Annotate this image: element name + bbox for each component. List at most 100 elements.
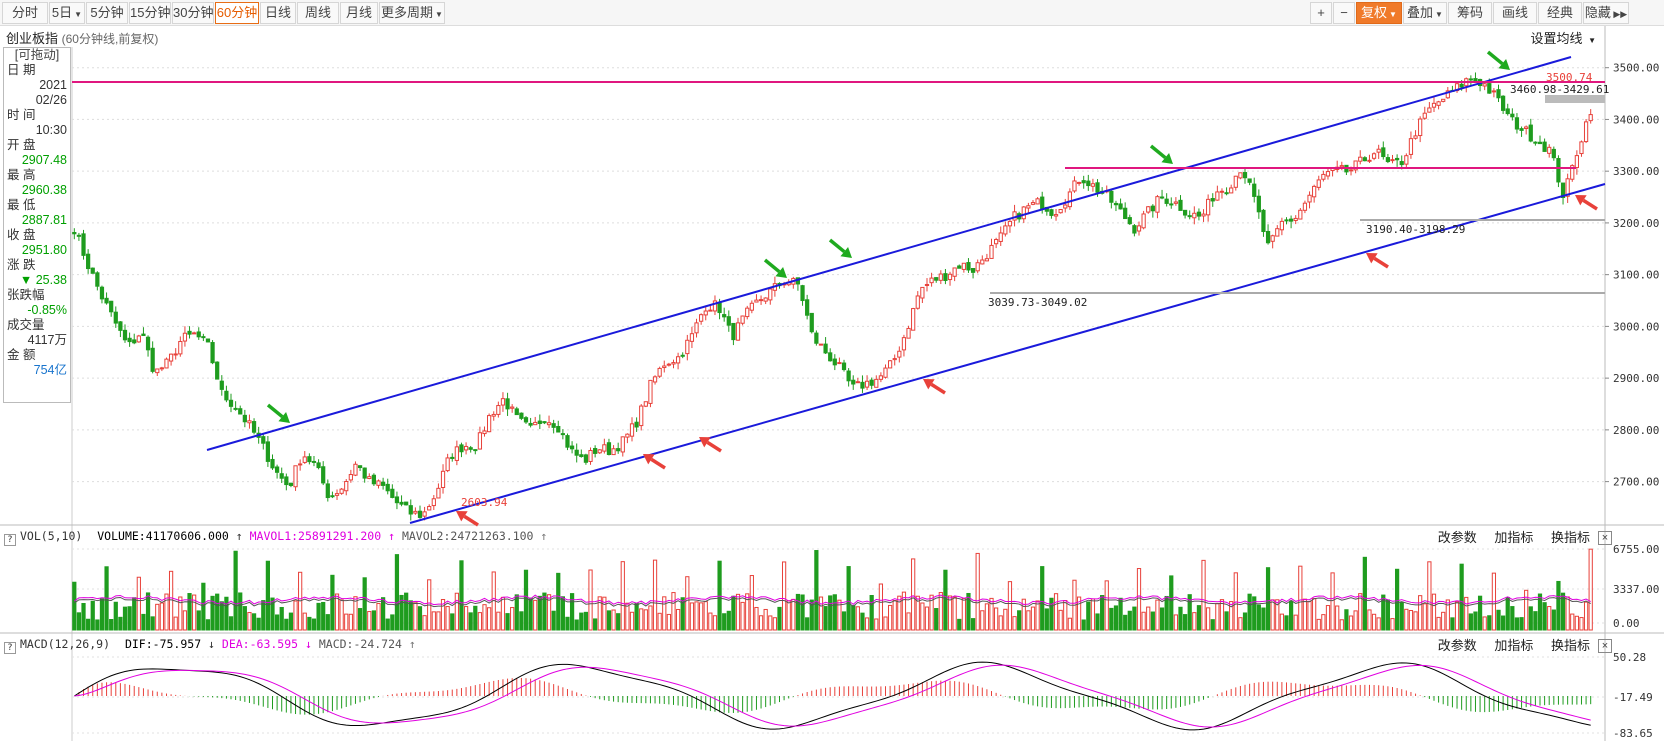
price-tick-label: 3000.00 xyxy=(1613,320,1659,333)
period-tab-6[interactable]: 日线 xyxy=(260,2,296,24)
volume-bar xyxy=(1090,598,1096,631)
candle-up xyxy=(588,450,593,462)
volume-bar xyxy=(265,560,270,631)
volume-bar xyxy=(1049,597,1054,631)
period-tab-4[interactable]: 30分钟 xyxy=(172,2,214,24)
tool-label: 复权 xyxy=(1361,5,1388,20)
volume-bar xyxy=(76,612,82,631)
candle-up xyxy=(864,380,870,388)
candle-up xyxy=(1413,135,1418,139)
candle-down xyxy=(1542,141,1547,152)
candle-down xyxy=(362,467,367,479)
candle-up xyxy=(247,420,252,424)
period-tab-8[interactable]: 月线 xyxy=(340,2,378,24)
double-chevron-right-icon[interactable]: 隐藏 ▶▶ xyxy=(1583,2,1629,24)
period-tab-label: 更多周期 xyxy=(381,5,434,20)
period-tab-5[interactable]: 60分钟 xyxy=(215,2,259,24)
high-label: 最 高 xyxy=(7,168,36,182)
candle-down xyxy=(1284,219,1289,222)
macd-dea: DEA:-63.595 xyxy=(221,637,299,651)
volume-bar xyxy=(671,592,676,631)
candle-down xyxy=(1556,158,1561,183)
volume-bar xyxy=(1242,612,1248,631)
volume-bar xyxy=(1454,601,1460,631)
lower-channel-line xyxy=(409,183,1606,524)
tool-button-2[interactable]: 复权 ▼ xyxy=(1356,2,1402,24)
drag-handle-label[interactable]: [可拖动] xyxy=(14,48,60,62)
volume-bar xyxy=(99,598,105,631)
volume-bar xyxy=(1459,563,1464,631)
zoom-out-icon[interactable]: − xyxy=(1333,2,1355,24)
chart-subtitle: (60分钟线,前复权) xyxy=(61,32,159,46)
candle-up xyxy=(1583,121,1589,143)
candle-down xyxy=(1081,180,1086,184)
help-icon[interactable]: ? xyxy=(4,534,16,546)
candle-down xyxy=(537,420,542,425)
crosshair-info-panel[interactable]: [可拖动] 日 期 2021 02/26 时 间 10:30 开 盘 2907.… xyxy=(3,47,71,403)
volume-bar xyxy=(957,618,962,631)
zoom-in-icon[interactable]: + xyxy=(1310,2,1332,24)
volume-bar xyxy=(150,616,155,631)
volume-bar xyxy=(1182,614,1188,631)
volume-bar xyxy=(1339,619,1344,631)
candle-down xyxy=(86,253,91,270)
volume-bar xyxy=(740,601,745,631)
volume-bar xyxy=(187,593,192,631)
set-ma-button[interactable]: 设置均线 ▼ xyxy=(1530,28,1596,47)
double-chevron-right-icon: ▶▶ xyxy=(1610,9,1628,19)
volume-bar xyxy=(860,612,865,631)
tool-button-4[interactable]: 筹码 xyxy=(1448,2,1492,24)
tool-button-6[interactable]: 经典 xyxy=(1538,2,1582,24)
candle-up xyxy=(293,465,298,488)
volume-bar xyxy=(1358,593,1363,631)
macd-change-params-link[interactable]: 改参数 xyxy=(1437,638,1477,653)
vol-add-indicator-link[interactable]: 加指标 xyxy=(1494,530,1534,545)
tool-button-3[interactable]: 叠加 ▼ xyxy=(1403,2,1447,24)
macd-close-icon[interactable]: × xyxy=(1598,639,1612,653)
candle-up xyxy=(745,307,750,318)
candle-up xyxy=(1293,217,1298,221)
red-arrow-icon xyxy=(706,440,722,453)
volume-bar xyxy=(1081,619,1086,631)
candle-up xyxy=(487,415,492,433)
period-tab-2[interactable]: 5分钟 xyxy=(86,2,128,24)
candle-up xyxy=(901,337,907,351)
vol-close-icon[interactable]: × xyxy=(1598,531,1612,545)
volume-bar xyxy=(1579,617,1584,631)
volume-bar xyxy=(1293,614,1298,631)
volume-bar xyxy=(127,606,132,631)
macd-add-indicator-link[interactable]: 加指标 xyxy=(1494,638,1534,653)
volume-bar xyxy=(168,570,174,631)
candle-up xyxy=(344,480,349,492)
candle-up xyxy=(1312,185,1317,198)
tool-button-5[interactable]: 画线 xyxy=(1493,2,1537,24)
candle-down xyxy=(1118,203,1123,210)
candle-down xyxy=(408,505,413,515)
volume-bar xyxy=(436,611,441,631)
volume-bar xyxy=(795,593,801,631)
volume-bar xyxy=(1533,611,1538,631)
period-tab-7[interactable]: 周线 xyxy=(297,2,339,24)
macd-switch-indicator-link[interactable]: 换指标 xyxy=(1550,638,1590,653)
volume-bar xyxy=(256,617,261,631)
vol-change-params-link[interactable]: 改参数 xyxy=(1437,530,1477,545)
candle-down xyxy=(805,299,810,316)
period-tab-1[interactable]: 5日 ▼ xyxy=(49,2,85,24)
period-tab-0[interactable]: 分时 xyxy=(2,2,48,24)
macd-dif: DIF:-75.957 xyxy=(124,637,202,651)
candle-down xyxy=(1132,225,1137,234)
volume-bar xyxy=(482,604,487,631)
volume-bar xyxy=(1588,548,1593,631)
price-annotation: 3039.73-3049.02 xyxy=(988,296,1087,309)
help-icon[interactable]: ? xyxy=(4,642,16,654)
vol-switch-indicator-link[interactable]: 换指标 xyxy=(1550,530,1590,545)
candle-down xyxy=(72,231,77,235)
candle-down xyxy=(95,272,100,287)
period-tab-3[interactable]: 15分钟 xyxy=(129,2,171,24)
candle-up xyxy=(1076,181,1082,184)
date-md: 02/26 xyxy=(35,93,67,107)
period-tab-9[interactable]: 更多周期 ▼ xyxy=(379,2,445,24)
red-arrow-icon xyxy=(1582,198,1598,211)
candle-down xyxy=(187,330,192,335)
